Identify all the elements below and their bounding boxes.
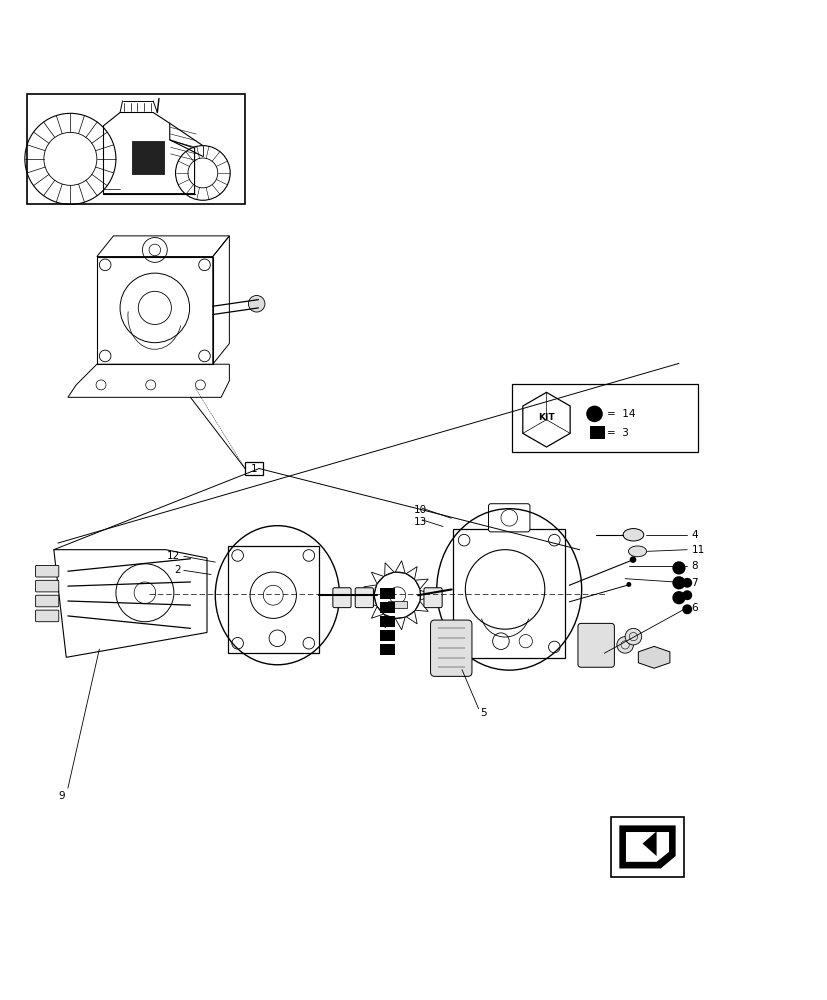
FancyBboxPatch shape	[36, 610, 59, 622]
Text: 5: 5	[480, 708, 486, 718]
Circle shape	[681, 590, 691, 600]
Circle shape	[672, 591, 685, 604]
Polygon shape	[405, 567, 417, 579]
Circle shape	[248, 295, 265, 312]
Bar	[380, 616, 394, 627]
Polygon shape	[638, 646, 669, 668]
Text: 1: 1	[251, 464, 257, 474]
Ellipse shape	[628, 546, 646, 557]
Polygon shape	[405, 611, 417, 624]
Polygon shape	[394, 617, 404, 630]
Text: 7: 7	[691, 578, 697, 588]
FancyBboxPatch shape	[577, 623, 614, 667]
Bar	[132, 141, 164, 174]
Bar	[610, 817, 683, 877]
Polygon shape	[394, 561, 404, 573]
Circle shape	[681, 604, 691, 614]
Text: 10: 10	[414, 505, 427, 515]
Circle shape	[625, 582, 630, 587]
Polygon shape	[363, 585, 376, 595]
FancyBboxPatch shape	[355, 588, 373, 608]
Bar	[380, 588, 394, 599]
Circle shape	[681, 578, 691, 588]
Circle shape	[586, 406, 602, 422]
Text: KIT: KIT	[538, 413, 554, 422]
Polygon shape	[385, 563, 394, 576]
Polygon shape	[419, 590, 432, 600]
Text: =  14: = 14	[606, 409, 634, 419]
Polygon shape	[625, 832, 668, 862]
Polygon shape	[371, 572, 384, 584]
Bar	[511, 384, 697, 452]
Bar	[245, 462, 263, 475]
Circle shape	[672, 561, 685, 575]
Bar	[380, 630, 394, 641]
Polygon shape	[414, 579, 428, 589]
Ellipse shape	[623, 529, 643, 541]
Text: 8: 8	[691, 561, 697, 571]
FancyBboxPatch shape	[36, 595, 59, 607]
Bar	[380, 644, 394, 655]
Polygon shape	[363, 596, 376, 606]
Polygon shape	[619, 825, 675, 868]
FancyBboxPatch shape	[423, 588, 442, 608]
Text: 11: 11	[691, 545, 704, 555]
FancyBboxPatch shape	[488, 504, 529, 532]
Circle shape	[616, 637, 633, 653]
Polygon shape	[642, 831, 656, 856]
Text: 12: 12	[167, 551, 180, 561]
FancyBboxPatch shape	[430, 620, 471, 676]
FancyBboxPatch shape	[36, 565, 59, 577]
Text: =  3: = 3	[606, 428, 628, 438]
Text: 2: 2	[174, 565, 180, 575]
Polygon shape	[414, 601, 428, 611]
Circle shape	[629, 556, 635, 563]
Text: 6: 6	[691, 603, 697, 613]
FancyBboxPatch shape	[36, 580, 59, 592]
Circle shape	[672, 576, 685, 589]
Text: 4: 4	[691, 530, 697, 540]
Bar	[387, 601, 407, 608]
Polygon shape	[385, 615, 394, 628]
Bar	[27, 94, 245, 204]
FancyBboxPatch shape	[332, 588, 351, 608]
Circle shape	[624, 628, 641, 645]
Bar	[380, 602, 394, 613]
Bar	[590, 426, 605, 439]
Text: 13: 13	[414, 517, 427, 527]
Text: 9: 9	[59, 791, 65, 801]
Polygon shape	[371, 606, 384, 618]
